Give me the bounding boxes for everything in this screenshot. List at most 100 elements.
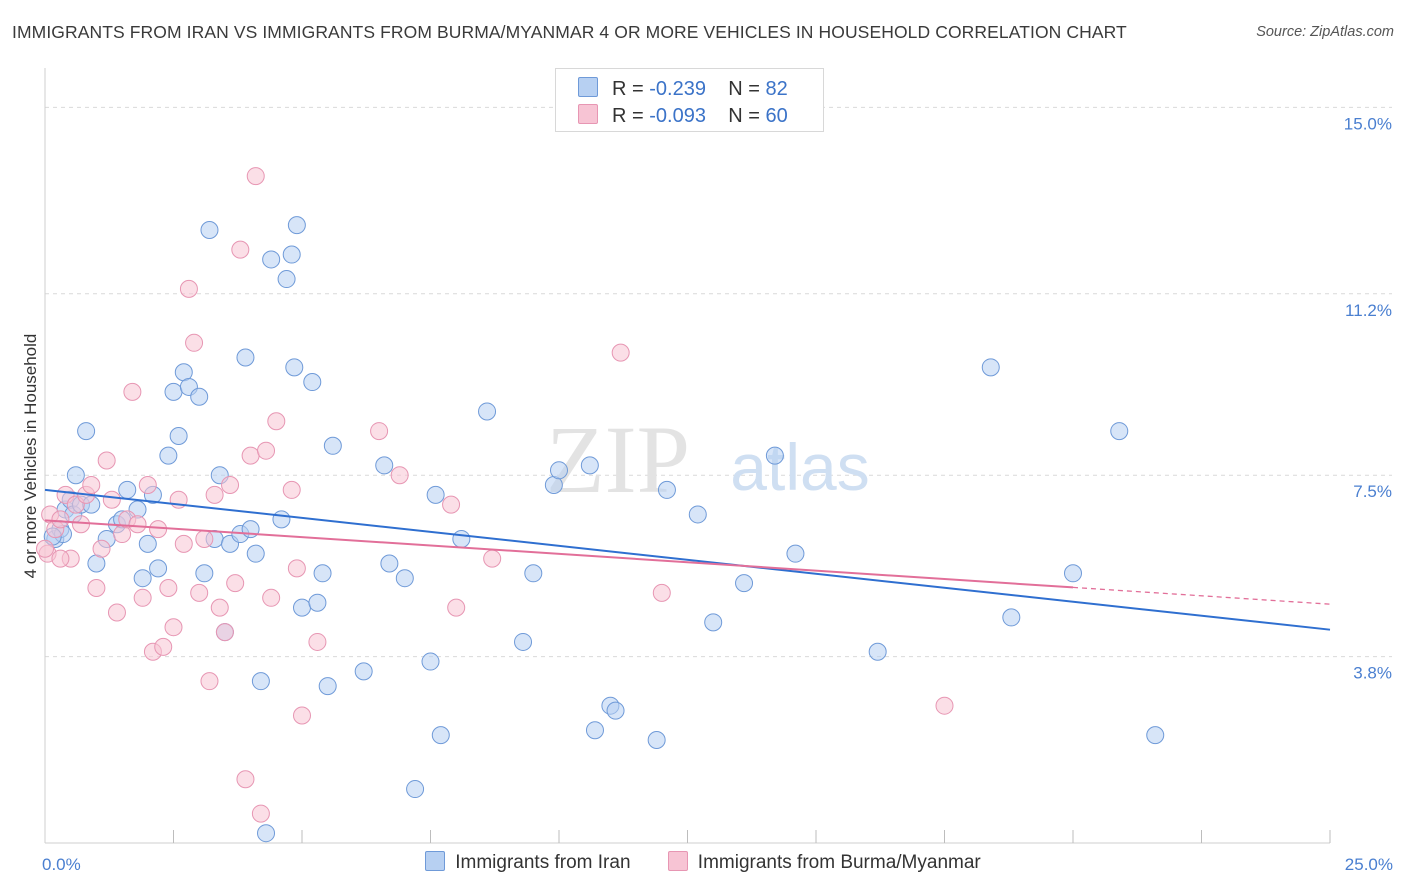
stats-legend: R = -0.239 N = 82 R = -0.093 N = 60 xyxy=(555,68,824,132)
iran-point xyxy=(1110,422,1129,441)
iran-point xyxy=(164,382,183,401)
iran-point xyxy=(550,461,568,480)
watermark-atlas: atlas xyxy=(730,430,869,504)
burma-point xyxy=(257,441,276,460)
iran-point xyxy=(431,726,450,745)
legend-swatch-burma xyxy=(578,104,598,124)
iran-point xyxy=(765,446,784,465)
iran-point xyxy=(159,446,178,465)
y-tick-label: 7.5% xyxy=(1353,482,1392,501)
iran-point xyxy=(66,466,85,485)
iran-point xyxy=(277,270,296,289)
burma-point xyxy=(154,637,173,656)
grid-layer xyxy=(45,106,1392,658)
burma-point xyxy=(164,618,183,637)
burma-point xyxy=(246,167,265,186)
burma-point xyxy=(370,422,389,441)
burma-point xyxy=(87,579,106,597)
burma-point xyxy=(390,466,409,485)
iran-point xyxy=(77,422,96,441)
legend-n-value-burma: 60 xyxy=(765,105,788,127)
burma-point xyxy=(138,476,157,495)
iran-point xyxy=(195,564,214,583)
chart-title: IMMIGRANTS FROM IRAN VS IMMIGRANTS FROM … xyxy=(12,22,1127,42)
burma-point xyxy=(611,343,630,362)
legend-r-value-iran: -0.239 xyxy=(649,78,706,100)
burma-point xyxy=(236,770,255,789)
legend-item-burma[interactable]: Immigrants from Burma/Myanmar xyxy=(667,851,981,874)
burma-point xyxy=(215,623,234,642)
iran-point xyxy=(580,456,599,475)
burma-point xyxy=(200,672,219,691)
iran-point xyxy=(452,529,471,548)
iran-point xyxy=(647,731,666,750)
legend-r-label: R = xyxy=(612,78,644,100)
legend-swatch-iran xyxy=(425,851,446,871)
iran-point xyxy=(585,721,604,740)
iran-point xyxy=(149,559,168,578)
trendline-burma-extension xyxy=(1072,586,1331,605)
iran-point xyxy=(395,569,414,588)
iran-point xyxy=(786,544,805,563)
x-tick-label: 0.0% xyxy=(42,855,81,874)
iran-point xyxy=(303,373,322,392)
iran-point xyxy=(282,245,301,264)
iran-point xyxy=(1146,726,1165,745)
burma-point xyxy=(174,534,193,553)
trendline-iran xyxy=(44,488,1331,631)
burma-point xyxy=(267,412,286,431)
legend-n-label: N = xyxy=(728,105,760,127)
iran-point xyxy=(478,402,497,421)
legend-item-iran[interactable]: Immigrants from Iran xyxy=(425,851,631,874)
iran-point xyxy=(293,598,311,617)
x-tick-label: 25.0% xyxy=(1345,855,1393,874)
burma-point xyxy=(107,603,126,622)
iran-point xyxy=(426,485,445,504)
iran-point xyxy=(1002,608,1021,627)
burma-point xyxy=(308,632,327,651)
burma-point xyxy=(262,588,281,607)
burma-point xyxy=(36,539,54,558)
legend-n-label: N = xyxy=(728,78,760,100)
burma-point xyxy=(92,539,111,558)
iran-point xyxy=(406,780,425,799)
iran-point xyxy=(524,564,543,583)
iran-point xyxy=(313,564,332,583)
y-axis-label: 4 or more Vehicles in Household xyxy=(21,334,40,579)
burma-point xyxy=(210,598,229,617)
y-tick-label: 3.8% xyxy=(1353,664,1392,683)
iran-point xyxy=(200,221,219,240)
burma-point xyxy=(102,490,121,509)
iran-point xyxy=(118,480,137,499)
iran-point xyxy=(285,358,304,377)
trend-layer xyxy=(44,488,1331,631)
burma-point xyxy=(185,333,204,352)
iran-point xyxy=(868,642,887,661)
legend-r-value-burma: -0.093 xyxy=(649,105,706,127)
legend-row-iran: R = -0.239 N = 82 xyxy=(578,77,788,101)
burma-point xyxy=(97,451,116,470)
burma-point xyxy=(51,510,70,529)
burma-point xyxy=(123,382,142,401)
burma-point xyxy=(190,583,209,602)
burma-point xyxy=(159,579,178,597)
iran-point xyxy=(262,250,281,269)
labels-layer: 3.8% 7.5% 11.2% 15.0% 0.0% 25.0% xyxy=(42,114,1393,874)
iran-point xyxy=(354,662,373,681)
iran-point xyxy=(308,593,327,612)
legend-swatch-burma xyxy=(667,851,688,871)
legend-label-iran: Immigrants from Iran xyxy=(455,852,631,873)
burma-point xyxy=(251,804,270,823)
iran-point xyxy=(981,358,1000,377)
burma-point xyxy=(483,549,502,568)
iran-point xyxy=(421,652,440,671)
burma-point xyxy=(221,476,240,495)
iran-point xyxy=(606,701,625,720)
burma-point xyxy=(442,495,461,514)
iran-point xyxy=(246,544,265,563)
burma-point xyxy=(652,583,671,602)
iran-point xyxy=(133,569,152,588)
iran-point xyxy=(169,426,188,445)
burma-point xyxy=(447,598,466,617)
legend-label-burma: Immigrants from Burma/Myanmar xyxy=(697,852,981,873)
